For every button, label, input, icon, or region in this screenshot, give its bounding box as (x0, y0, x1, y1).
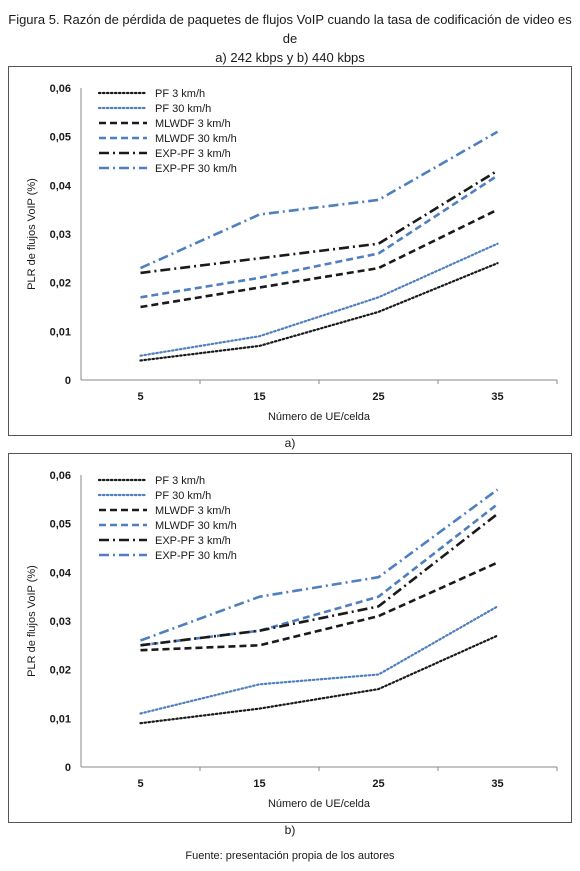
chart-b-legend: PF 3 km/h PF 30 km/h MLWDF 3 km/h MLWDF 30 … (97, 475, 237, 562)
chart-a-y-axis-title: PLR de flujos VoIP (%) (26, 178, 38, 290)
chart-b-legend-label: PF 30 km/h (155, 490, 211, 502)
chart-b-y-tick-label: 0,01 (50, 713, 71, 725)
chart-a-legend-label: MLWDF 3 km/h (155, 118, 231, 130)
chart-a-series-line (139, 262, 499, 362)
chart-a-series-line (139, 130, 499, 270)
chart-b-y-tick-label: 0,05 (50, 519, 71, 531)
figure-title-line-1: Figura 5. Razón de pérdida de paquetes d… (8, 12, 572, 46)
chart-panel-a: 0 0,01 0,02 0,03 0,04 0,05 0,06 5 15 25 35 Número d… (8, 66, 572, 436)
chart-panel-b: 0 0,01 0,02 0,03 0,04 0,05 0,06 5 15 25 35 Número d… (8, 453, 572, 823)
chart-b-series-line (140, 488, 499, 642)
chart-b-y-tick-label: 0,06 (50, 470, 71, 482)
chart-a-y-tick-label: 0,05 (50, 132, 71, 144)
chart-a-x-axis-title: Número de UE/celda (268, 411, 371, 423)
chart-a-x-tick-label: 35 (491, 391, 503, 403)
chart-a-y-tick-label: 0,03 (50, 229, 71, 241)
chart-b-legend-label: MLWDF 3 km/h (155, 505, 231, 517)
chart-a-y-tick-label: 0,06 (50, 83, 71, 95)
chart-a-x-tick-label: 15 (253, 391, 265, 403)
panel-label-b: b) (284, 823, 296, 837)
chart-a-series-line (140, 174, 499, 299)
chart-b-series-line (140, 561, 499, 652)
figure-title: Figura 5. Razón de pérdida de paquetes d… (0, 10, 580, 67)
chart-b-legend-label: PF 3 km/h (155, 475, 205, 487)
chart-b-legend-label: EXP-PF 3 km/h (155, 535, 231, 547)
chart-a-y-tick-label: 0 (65, 375, 71, 387)
chart-a-legend: PF 3 km/h PF 30 km/h MLWDF 3 km/h MLWDF 30 … (97, 88, 237, 175)
chart-b-series-line (139, 634, 499, 725)
chart-b-x-tick-label: 5 (137, 778, 143, 790)
chart-a-y-tick-label: 0,02 (50, 278, 71, 290)
chart-b-y-tick-label: 0,03 (50, 616, 71, 628)
chart-b-series-line (140, 512, 499, 647)
chart-a-legend-label: PF 3 km/h (155, 88, 205, 100)
line-chart-b: 0 0,01 0,02 0,03 0,04 0,05 0,06 5 15 25 35 Número d… (26, 470, 558, 810)
chart-b-x-axis-title: Número de UE/celda (268, 798, 371, 810)
chart-a-legend-label: MLWDF 30 km/h (155, 133, 237, 145)
chart-a-series-line (140, 169, 499, 275)
chart-a-legend-label: PF 30 km/h (155, 103, 211, 115)
panel-label-a: a) (284, 436, 296, 450)
figure-source: Fuente: presentación propia de los autor… (185, 850, 395, 862)
chart-b-x-tick-label: 35 (491, 778, 503, 790)
chart-a-x-tick-label: 25 (372, 391, 384, 403)
chart-a-series-line (139, 242, 499, 357)
figure-title-line-2: a) 242 kbps y b) 440 kbps (215, 50, 365, 65)
chart-a-legend-label: EXP-PF 30 km/h (155, 163, 237, 175)
line-chart-a: 0 0,01 0,02 0,03 0,04 0,05 0,06 5 15 25 35 Número d… (26, 83, 558, 423)
chart-b-x-tick-label: 25 (372, 778, 384, 790)
chart-a-series-line (140, 208, 499, 309)
chart-b-series-line (139, 605, 499, 715)
chart-b-legend-label: EXP-PF 30 km/h (155, 550, 237, 562)
chart-a-legend-label: EXP-PF 3 km/h (155, 148, 231, 160)
chart-b-x-tick-label: 15 (253, 778, 265, 790)
chart-b-y-tick-label: 0,02 (50, 665, 71, 677)
chart-a-x-tick-label: 5 (137, 391, 143, 403)
chart-b-y-tick-label: 0,04 (50, 567, 72, 579)
chart-b-series-line (140, 503, 499, 647)
chart-a-y-tick-label: 0,01 (50, 326, 71, 338)
chart-a-y-tick-label: 0,04 (50, 180, 72, 192)
chart-b-legend-label: MLWDF 30 km/h (155, 520, 237, 532)
chart-b-y-axis-title: PLR de flujos VoIP (%) (26, 565, 38, 677)
chart-b-y-tick-label: 0 (65, 762, 71, 774)
